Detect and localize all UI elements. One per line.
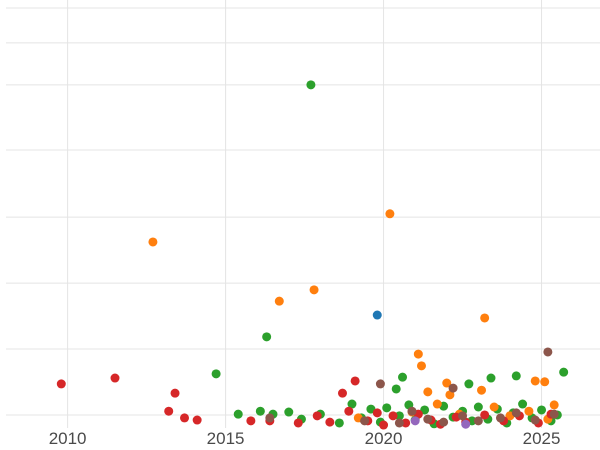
- scatter-point-brown: [360, 416, 370, 426]
- scatter-point-brown: [495, 413, 505, 423]
- scatter-point-orange: [480, 313, 490, 323]
- scatter-point-orange: [489, 402, 499, 412]
- scatter-point-green: [464, 379, 474, 389]
- scatter-point-red: [56, 379, 66, 389]
- scatter-point-green: [420, 405, 430, 415]
- scatter-point-brown: [448, 383, 458, 393]
- scatter-point-green: [284, 407, 294, 417]
- scatter-point-green: [511, 371, 521, 381]
- scatter-point-blue: [372, 310, 382, 320]
- scatter-point-red: [170, 388, 180, 398]
- scatter-point-red: [401, 418, 411, 428]
- scatter-point-green: [559, 367, 569, 377]
- scatter-point-red: [372, 408, 382, 418]
- scatter-point-red: [344, 406, 354, 416]
- scatter-point-purple: [410, 416, 420, 426]
- scatter-point-orange: [477, 385, 487, 395]
- x-tick-label: 2025: [523, 429, 561, 448]
- scatter-point-orange: [442, 378, 452, 388]
- scatter-point-red: [388, 411, 398, 421]
- scatter-point-orange: [524, 406, 534, 416]
- scatter-point-brown: [549, 409, 559, 419]
- scatter-point-orange: [385, 209, 395, 219]
- scatter-point-orange: [540, 377, 550, 387]
- x-tick-label: 2010: [49, 429, 87, 448]
- scatter-point-brown: [530, 415, 540, 425]
- scatter-point-green: [391, 384, 401, 394]
- scatter-point-green: [473, 402, 483, 412]
- x-tick-label: 2015: [207, 429, 245, 448]
- scatter-point-green: [398, 372, 408, 382]
- scatter-point-brown: [511, 408, 521, 418]
- scatter-point-red: [180, 413, 190, 423]
- scatter-point-green: [306, 80, 316, 90]
- scatter-point-purple: [461, 419, 471, 429]
- scatter-point-red: [325, 417, 335, 427]
- scatter-point-brown: [458, 411, 468, 421]
- scatter-point-green: [233, 409, 243, 419]
- scatter-point-brown: [407, 406, 417, 416]
- x-tick-label: 2020: [365, 429, 403, 448]
- scatter-point-brown: [543, 347, 553, 357]
- scatter-point-red: [110, 373, 120, 383]
- scatter-point-red: [379, 420, 389, 430]
- scatter-point-green: [255, 406, 265, 416]
- scatter-point-green: [347, 399, 357, 409]
- scatter-point-green: [382, 403, 392, 413]
- scatter-point-brown: [439, 417, 449, 427]
- scatter-point-green: [211, 369, 221, 379]
- scatter-point-green: [262, 332, 272, 342]
- scatter-point-red: [480, 410, 490, 420]
- scatter-point-orange: [549, 400, 559, 410]
- scatter-point-green: [537, 405, 547, 415]
- scatter-point-red: [192, 415, 202, 425]
- scatter-point-green: [486, 373, 496, 383]
- scatter-point-brown: [473, 416, 483, 426]
- scatter-point-orange: [416, 361, 426, 371]
- scatter-point-green: [394, 411, 404, 421]
- scatter-point-brown: [265, 413, 275, 423]
- scatter-point-green: [518, 399, 528, 409]
- scatter-point-orange: [413, 349, 423, 359]
- scatter-point-red: [246, 416, 256, 426]
- scatter-point-orange: [309, 285, 319, 295]
- scatter-point-green: [334, 418, 344, 428]
- scatter-point-red: [337, 388, 347, 398]
- scatter-point-orange: [432, 399, 442, 409]
- scatter-point-orange: [274, 296, 284, 306]
- scatter-point-brown: [423, 414, 433, 424]
- scatter-point-orange: [148, 237, 158, 247]
- scatter-point-red: [293, 418, 303, 428]
- scatter-point-orange: [423, 387, 433, 397]
- scatter-point-brown: [375, 379, 385, 389]
- scatter-point-orange: [445, 390, 455, 400]
- scatter-point-red: [350, 376, 360, 386]
- scatter-point-red: [312, 411, 322, 421]
- scatter-point-orange: [530, 376, 540, 386]
- scatter-point-brown: [394, 418, 404, 428]
- scatter-point-red: [164, 406, 174, 416]
